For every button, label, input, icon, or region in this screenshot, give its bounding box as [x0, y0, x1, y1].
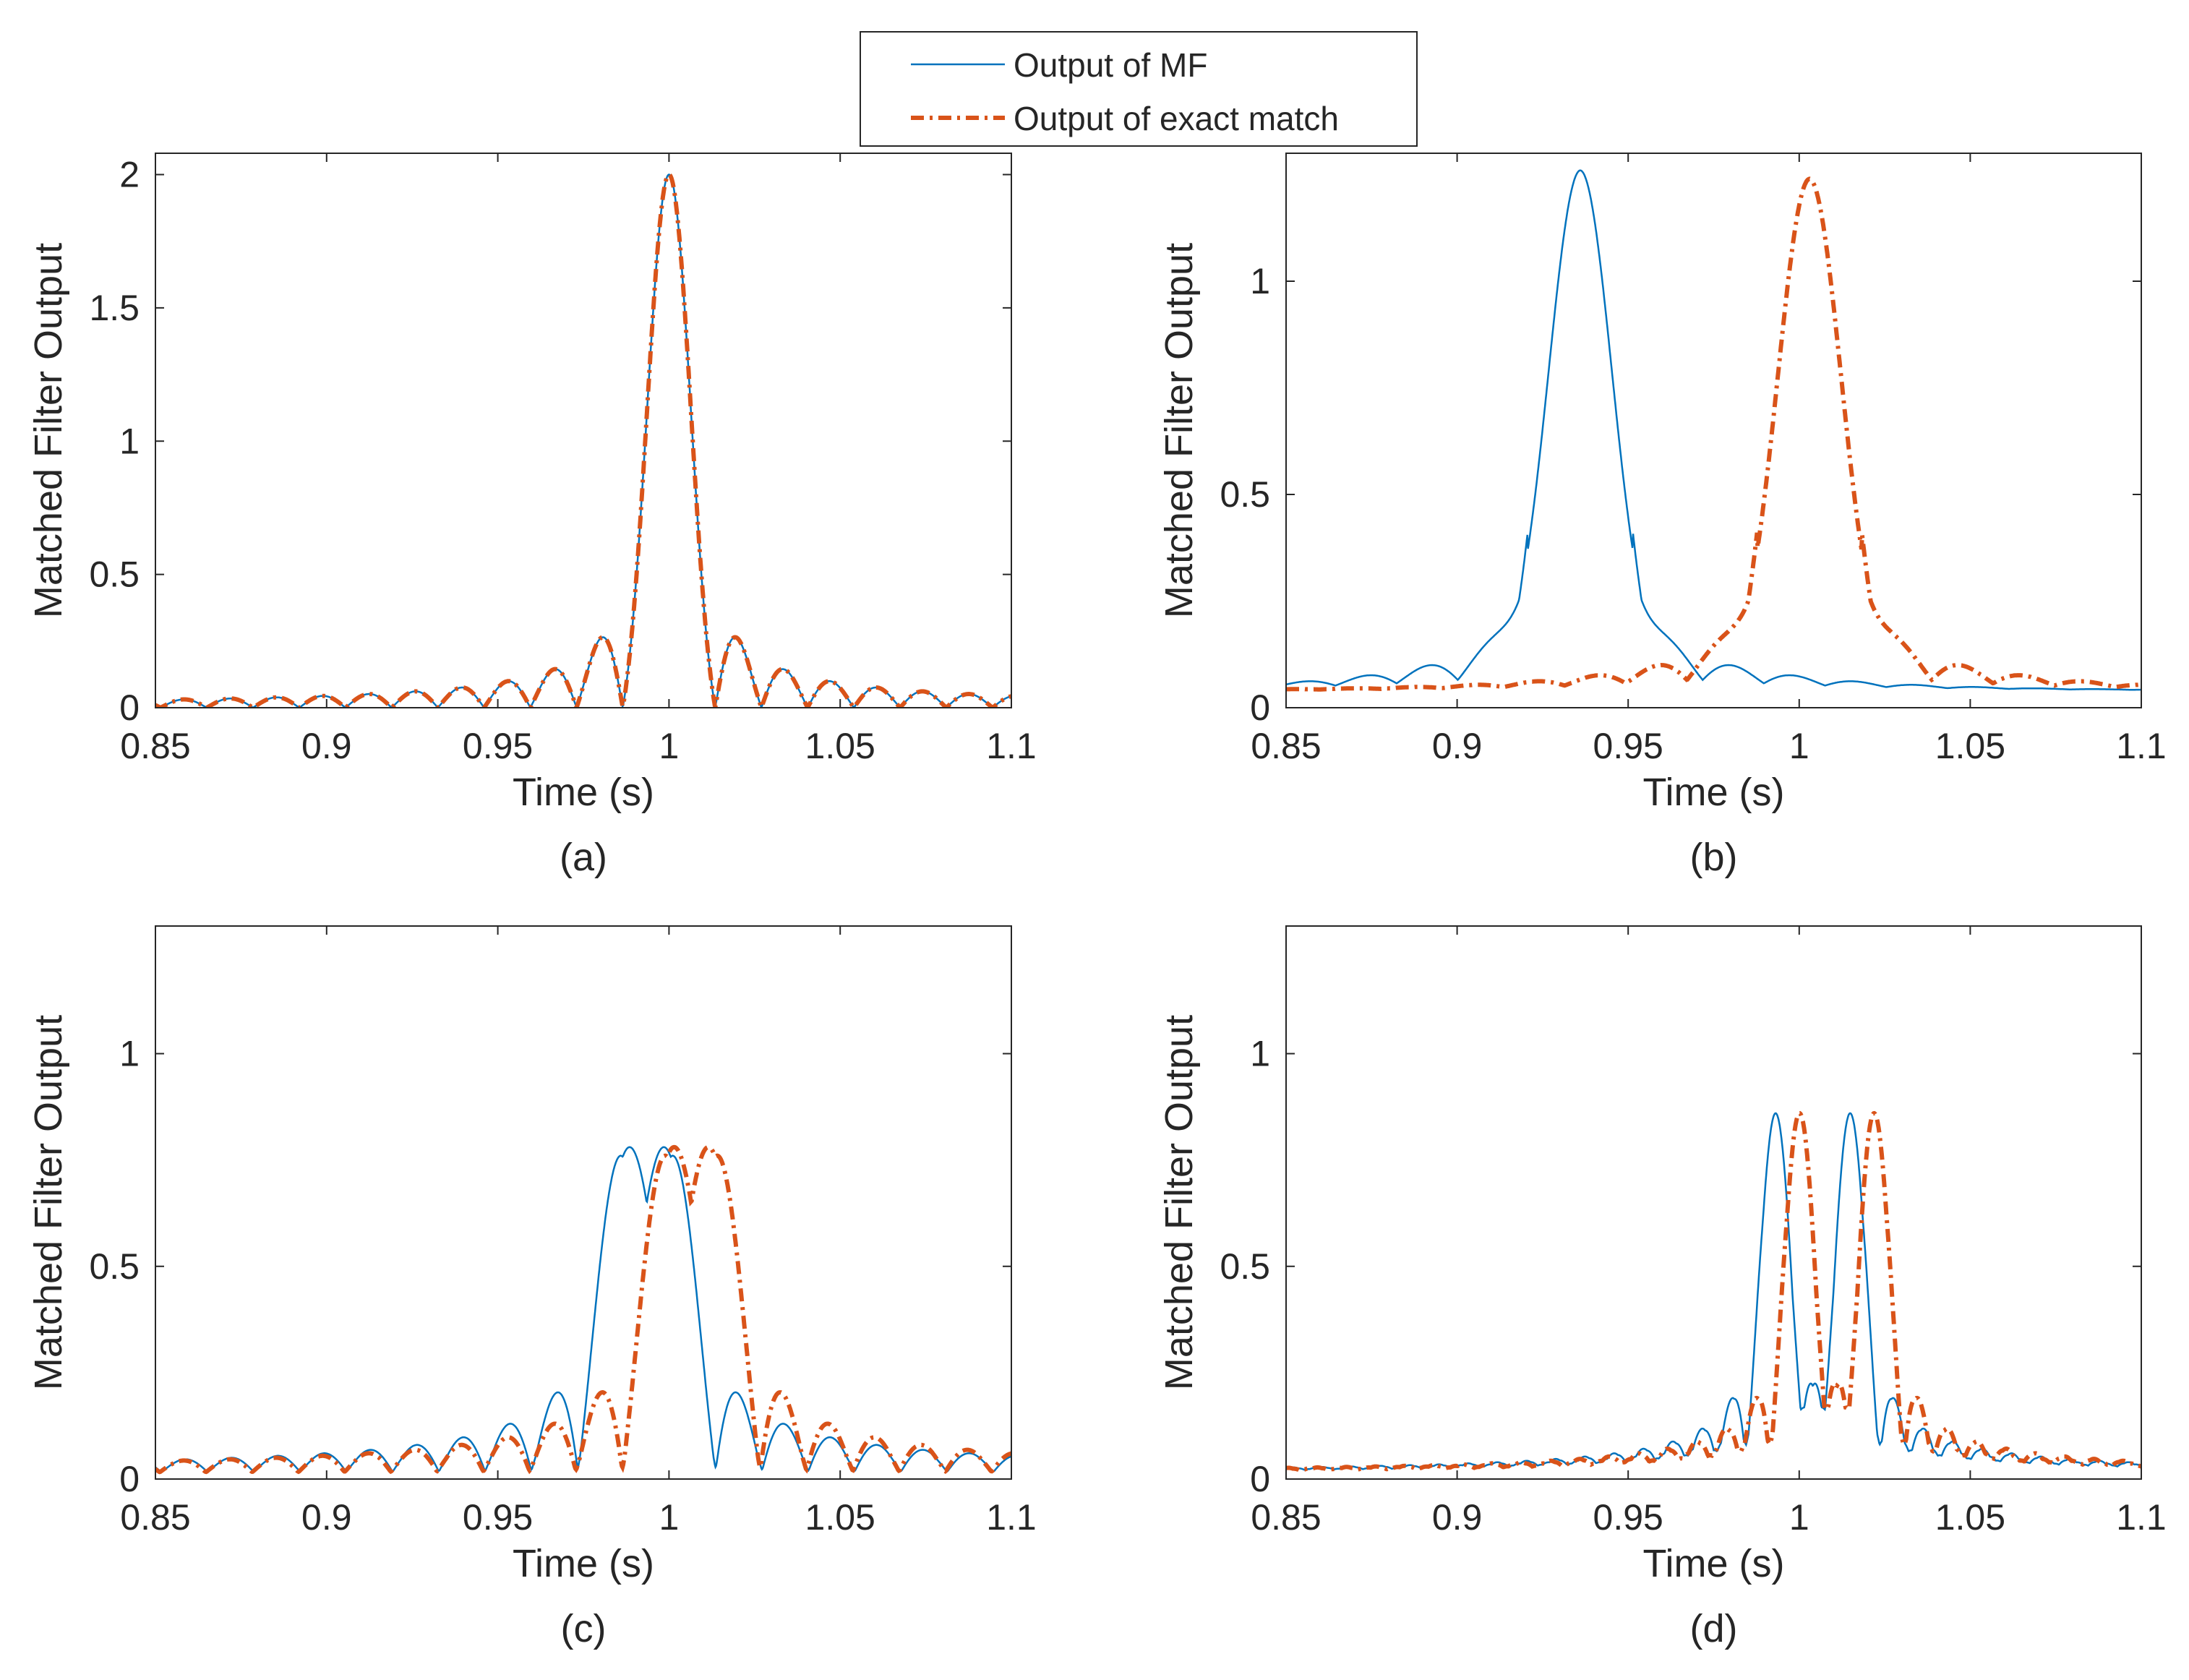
subplot-a: 0.85 0.9 0.95 1 1.05 1.1 0 0.5 1 1.5 2 Time (s) Matc… — [27, 153, 1037, 879]
y-axis-label: Matched Filter Output — [27, 243, 70, 618]
x-tick-label: 1 — [659, 1497, 679, 1538]
y-tick-label: 1 — [1250, 1034, 1270, 1074]
x-tick-label: 1.1 — [986, 726, 1037, 766]
series-exact-match-line — [155, 172, 1011, 708]
legend-label: Output of exact match — [1014, 100, 1339, 137]
series-exact-match-line — [1286, 176, 2141, 692]
x-axis-label: Time (s) — [1643, 1542, 1785, 1585]
legend-box — [860, 31, 1418, 147]
series-group — [1286, 1110, 2141, 1473]
x-tick-label: 1.1 — [2116, 726, 2167, 766]
x-tick-label: 0.9 — [1432, 1497, 1483, 1538]
plot-area — [155, 926, 1011, 1479]
y-axis-label: Matched Filter Output — [27, 1015, 70, 1390]
x-tick-label: 0.85 — [120, 726, 190, 766]
subplot-caption: (c) — [561, 1607, 607, 1650]
y-tick-label: 0.5 — [1220, 474, 1270, 515]
subplot-caption: (b) — [1690, 836, 1738, 879]
x-tick-label: 0.85 — [1251, 726, 1321, 766]
y-tick-label: 0 — [119, 687, 140, 728]
y-tick-label: 0 — [1250, 1459, 1270, 1499]
x-tick-label: 1 — [1789, 1497, 1809, 1538]
plot-area — [1286, 926, 2141, 1479]
subplot-caption: (a) — [560, 836, 607, 879]
subplots: 0.85 0.9 0.95 1 1.05 1.1 0 0.5 1 1.5 2 Time (s) Matc… — [27, 153, 2167, 1650]
y-axis-label: Matched Filter Output — [1157, 243, 1201, 618]
x-axis-label: Time (s) — [513, 771, 654, 814]
y-tick-label: 2 — [119, 155, 140, 195]
x-tick-label: 1.1 — [986, 1497, 1037, 1538]
y-tick-label: 0.5 — [89, 1246, 140, 1287]
x-tick-label: 0.95 — [1593, 1497, 1663, 1538]
y-tick-label: 0.5 — [1220, 1246, 1270, 1287]
series-mf-line — [1286, 169, 2141, 691]
x-tick-label: 1.05 — [805, 1497, 875, 1538]
y-tick-label: 0 — [119, 1459, 140, 1499]
x-tick-label: 0.9 — [301, 1497, 352, 1538]
legend-label: Output of MF — [1014, 46, 1207, 84]
x-tick-label: 1.05 — [1935, 1497, 2005, 1538]
y-tick-label: 0.5 — [89, 554, 140, 595]
x-tick-label: 1.05 — [1935, 726, 2005, 766]
series-group — [155, 1144, 1011, 1475]
axes-box — [1285, 925, 2142, 1480]
x-tick-label: 1 — [1789, 726, 1809, 766]
series-exact-match-line — [155, 1144, 1011, 1475]
y-axis-label: Matched Filter Output — [1157, 1015, 1201, 1390]
x-tick-label: 0.95 — [463, 1497, 533, 1538]
y-tick-label: 1 — [119, 1034, 140, 1074]
x-tick-label: 0.85 — [1251, 1497, 1321, 1538]
x-tick-label: 1.1 — [2116, 1497, 2167, 1538]
legend: Output of MF Output of exact match — [860, 31, 1418, 147]
y-tick-label: 0 — [1250, 687, 1270, 728]
x-tick-label: 0.9 — [1432, 726, 1483, 766]
x-tick-label: 1.05 — [805, 726, 875, 766]
axes-box — [1285, 153, 2142, 708]
x-axis-label: Time (s) — [513, 1542, 654, 1585]
x-tick-label: 0.85 — [120, 1497, 190, 1538]
series-group — [155, 172, 1011, 708]
x-tick-label: 0.95 — [1593, 726, 1663, 766]
x-tick-label: 1 — [659, 726, 679, 766]
plot-area — [1286, 153, 2141, 708]
series-group — [1286, 169, 2141, 692]
series-exact-match-line — [1286, 1110, 2141, 1473]
axes-box — [155, 925, 1012, 1480]
y-tick-label: 1 — [1250, 261, 1270, 301]
x-axis-label: Time (s) — [1643, 771, 1785, 814]
axes-box — [155, 153, 1012, 708]
plot-area — [155, 153, 1011, 708]
subplot-caption: (d) — [1690, 1607, 1738, 1650]
x-tick-label: 0.9 — [301, 726, 352, 766]
y-tick-label: 1.5 — [89, 288, 140, 328]
y-tick-label: 1 — [119, 421, 140, 461]
x-tick-label: 0.95 — [463, 726, 533, 766]
